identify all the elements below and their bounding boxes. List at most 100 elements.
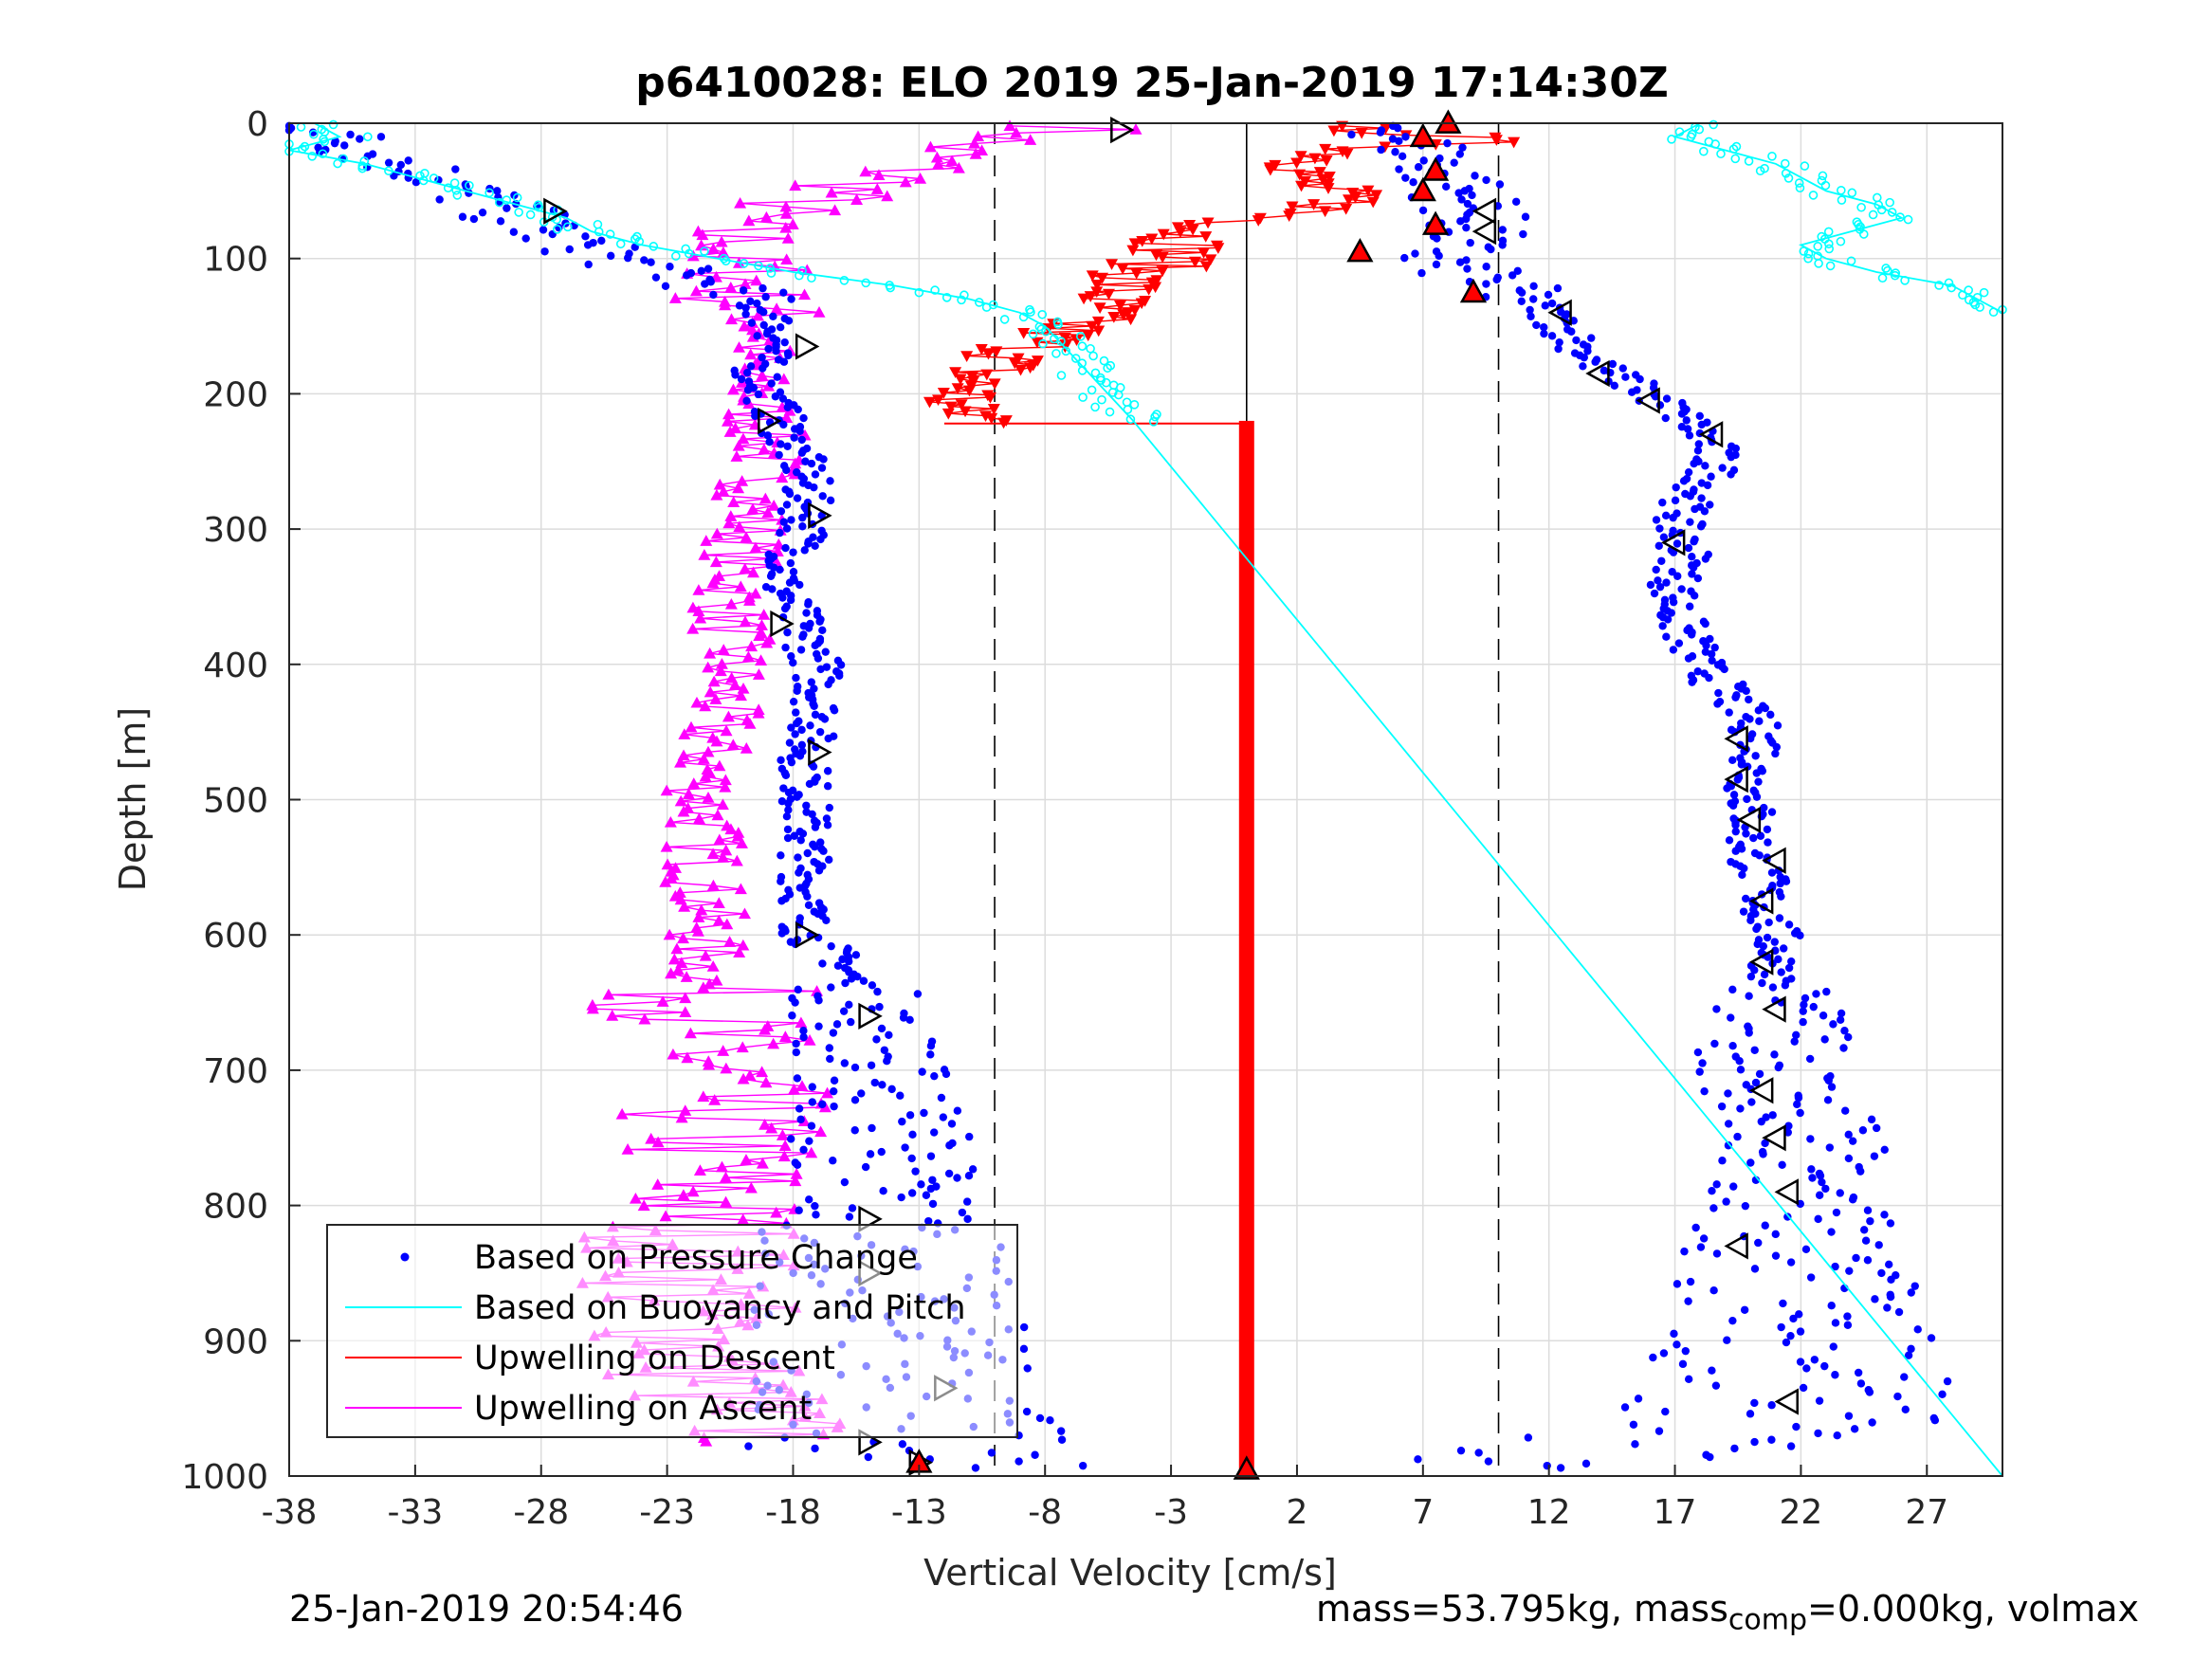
ascent-upwelling-point [776,1129,789,1140]
pressure-descent-point [764,344,773,354]
pressure-ascent-point [1395,137,1403,146]
pressure-ascent-point [1818,1177,1826,1187]
pressure-ascent-point [1579,362,1587,371]
pressure-ascent-point [1646,580,1655,590]
pressure-descent-point [840,1177,850,1187]
buoyancy-descent-point [534,202,544,212]
pressure-ascent-point [1674,639,1684,647]
pressure-descent-point [830,1102,838,1111]
ascent-upwelling-segment [740,199,857,205]
pressure-ascent-point [1756,831,1765,840]
pressure-descent-point [784,351,793,360]
ascent-upwelling-segment [666,1212,777,1217]
buoyancy-ascent-point [1934,281,1944,290]
ascent-upwelling-segment [719,839,742,845]
x-tick-label: -33 [387,1493,443,1532]
pressure-descent-point [793,1074,802,1083]
pressure-descent-point [704,264,713,273]
pressure-descent-point [922,1191,931,1199]
ascent-upwelling-segment [767,1022,801,1028]
ascent-upwelling-point [778,1030,792,1042]
ascent-upwelling-segment [709,652,749,658]
buoyancy-ascent-point [1964,285,1974,295]
pressure-ascent-point [1750,1398,1759,1408]
ascent-upwelling-point [706,848,720,860]
ascent-upwelling-point [692,812,705,824]
buoyancy-descent-point [1150,411,1160,422]
buoyancy-descent-point [1097,394,1106,405]
ascent-upwelling-segment [676,948,740,954]
ascent-upwelling-point [761,506,775,519]
ascent-upwelling-segment [592,1000,664,1007]
ascent-upwelling-segment [700,613,764,619]
pressure-descent-point [786,595,795,605]
pressure-descent-point [792,1048,801,1057]
ascent-upwelling-segment [696,698,717,704]
pressure-ascent-point [1728,756,1737,765]
pressure-ascent-point [1441,182,1451,191]
ascent-upwelling-point [704,685,717,698]
ascent-upwelling-segment [675,297,725,303]
pressure-ascent-point [1844,1032,1853,1042]
pressure-descent-point [458,212,467,221]
pressure-ascent-point [1702,641,1710,650]
x-tick-label: -3 [1154,1493,1188,1532]
pressure-ascent-point [1583,347,1592,356]
descent-upwelling-segment [1052,322,1092,327]
pressure-descent-point [827,983,835,992]
pressure-ascent-point [1474,1449,1483,1457]
pressure-descent-point [818,959,827,968]
pressure-descent-point [746,362,756,371]
pressure-ascent-point [1669,646,1678,654]
buoyancy-descent-point [1099,356,1109,366]
pressure-descent-point [819,847,828,855]
pressure-ascent-point [1880,1211,1889,1219]
pressure-descent-point [859,976,868,985]
pressure-ascent-point [1837,1009,1846,1018]
ascent-upwelling-segment [832,188,878,194]
pressure-descent-point [758,353,766,362]
pressure-descent-point [796,836,805,845]
ascent-upwelling-segment [978,132,1016,137]
descent-upwelling-segment [1301,153,1348,157]
pressure-descent-point [792,708,800,717]
pressure-descent-point [794,405,802,414]
pressure-ascent-point [1687,630,1696,639]
filled-triangle-marker [1459,278,1488,303]
pressure-descent-point [697,266,705,276]
ascent-upwelling-point [651,1178,665,1190]
pressure-descent-point [411,178,421,187]
ascent-upwelling-point [759,1023,772,1035]
pressure-ascent-point [1815,1191,1824,1199]
pressure-descent-point [917,1180,925,1189]
pressure-ascent-point [1768,1111,1777,1120]
pressure-ascent-point [1547,332,1557,340]
pressure-descent-point [731,371,740,379]
pressure-ascent-point [1688,678,1696,686]
pressure-descent-point [845,1212,854,1221]
buoyancy-descent-point [941,292,952,302]
pressure-ascent-point [1820,1361,1829,1371]
pressure-descent-point [754,390,763,399]
buoyancy-descent-point [634,236,645,246]
pressure-descent-point [787,757,796,767]
pressure-ascent-point [1450,158,1458,167]
pressure-ascent-point [1720,665,1728,674]
pressure-descent-point [741,303,750,312]
ascent-upwelling-point [704,647,717,659]
ascent-upwelling-point [719,299,732,311]
pressure-ascent-point [1395,165,1403,173]
buoyancy-descent-point [320,137,330,147]
pressure-descent-point [805,779,814,789]
pressure-ascent-point [1821,1184,1830,1194]
pressure-ascent-point [1707,649,1716,659]
pressure-ascent-point [1786,1258,1796,1267]
ascent-upwelling-point [707,675,721,687]
pressure-ascent-point [1767,868,1777,877]
pressure-descent-point [847,975,856,983]
y-tick-label: 300 [203,511,268,550]
pressure-ascent-point [1751,1078,1761,1087]
buoyancy-ascent-point [1988,307,1999,318]
pressure-ascent-point [1742,686,1750,695]
ascent-upwelling-point [717,1045,730,1056]
